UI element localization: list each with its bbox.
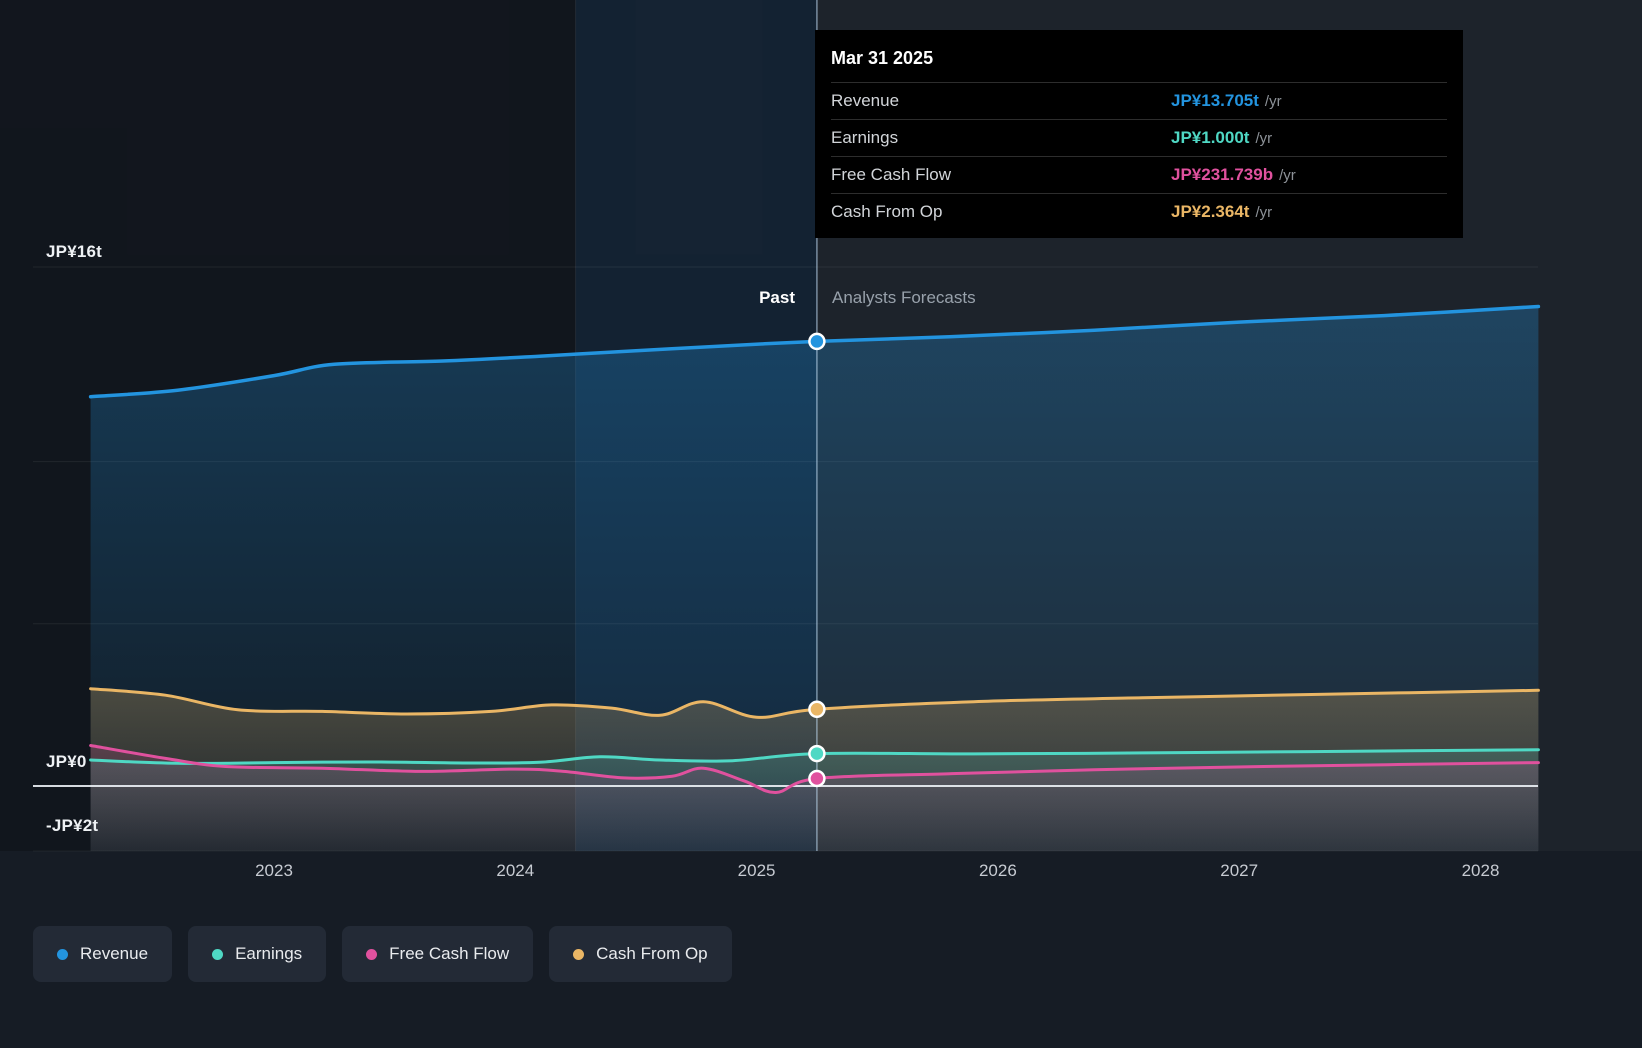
tooltip-row-cash-from-op: Cash From Op JP¥2.364t /yr bbox=[831, 193, 1447, 230]
legend-item-cash-from-op[interactable]: Cash From Op bbox=[549, 926, 732, 982]
legend-item-label: Revenue bbox=[80, 944, 149, 963]
y-axis-label-16t: JP¥16t bbox=[46, 242, 103, 261]
y-axis-label-neg2t: -JP¥2t bbox=[46, 816, 99, 835]
tooltip-row-label: Revenue bbox=[831, 91, 900, 110]
forecast-label: Analysts Forecasts bbox=[832, 288, 976, 307]
revenue-legend-dot-icon bbox=[57, 948, 68, 960]
free-cash-flow-legend-dot-icon bbox=[366, 948, 378, 960]
tooltip-row-free-cash-flow: Free Cash Flow JP¥231.739b /yr bbox=[831, 156, 1447, 193]
cash-from-op-legend-dot-icon bbox=[573, 948, 585, 960]
tooltip-row-value: JP¥231.739b bbox=[1171, 165, 1274, 184]
tooltip-row-value: JP¥1.000t bbox=[1171, 128, 1250, 147]
tooltip-row-label: Cash From Op bbox=[831, 202, 943, 221]
legend-item-label: Cash From Op bbox=[596, 944, 708, 963]
legend-item-free-cash-flow[interactable]: Free Cash Flow bbox=[342, 926, 534, 982]
tooltip-row-suffix: /yr bbox=[1255, 130, 1273, 147]
tooltip-row-revenue: Revenue JP¥13.705t /yr bbox=[831, 82, 1447, 119]
legend-item-label: Earnings bbox=[235, 944, 303, 963]
tooltip-rows: Revenue JP¥13.705t /yr Earnings JP¥1.000t /… bbox=[831, 82, 1447, 230]
legend-item-label: Free Cash Flow bbox=[389, 944, 510, 963]
tooltip-row-suffix: /yr bbox=[1255, 204, 1273, 221]
x-axis-label-2027: 2027 bbox=[1220, 861, 1259, 880]
past-label: Past bbox=[759, 288, 795, 307]
legend-item-earnings[interactable]: Earnings bbox=[188, 926, 327, 982]
x-axis-label-2024: 2024 bbox=[496, 861, 535, 880]
x-axis-label-2026: 2026 bbox=[978, 861, 1017, 880]
tooltip: Mar 31 2025 Revenue JP¥13.705t /yr Earning… bbox=[815, 30, 1463, 238]
x-axis-label-2025: 2025 bbox=[737, 861, 776, 880]
x-axis-label-2028: 2028 bbox=[1461, 861, 1500, 880]
x-axis-label-2023: 2023 bbox=[255, 861, 293, 880]
legend: Revenue Earnings Free Cash Flow Cash From O… bbox=[33, 926, 732, 982]
tooltip-row-value: JP¥13.705t bbox=[1171, 91, 1259, 110]
tooltip-row-value: JP¥2.364t bbox=[1171, 202, 1250, 221]
legend-item-revenue[interactable]: Revenue bbox=[33, 926, 173, 982]
tooltip-row-earnings: Earnings JP¥1.000t /yr bbox=[831, 119, 1447, 156]
tooltip-row-suffix: /yr bbox=[1264, 93, 1282, 110]
tooltip-row-label: Earnings bbox=[831, 128, 899, 147]
tooltip-row-label: Free Cash Flow bbox=[831, 165, 951, 184]
earnings-legend-dot-icon bbox=[212, 948, 224, 960]
tooltip-row-suffix: /yr bbox=[1279, 167, 1296, 184]
y-axis-label-zero: JP¥0 bbox=[46, 752, 87, 771]
tooltip-date: Mar 31 2025 bbox=[831, 48, 934, 68]
